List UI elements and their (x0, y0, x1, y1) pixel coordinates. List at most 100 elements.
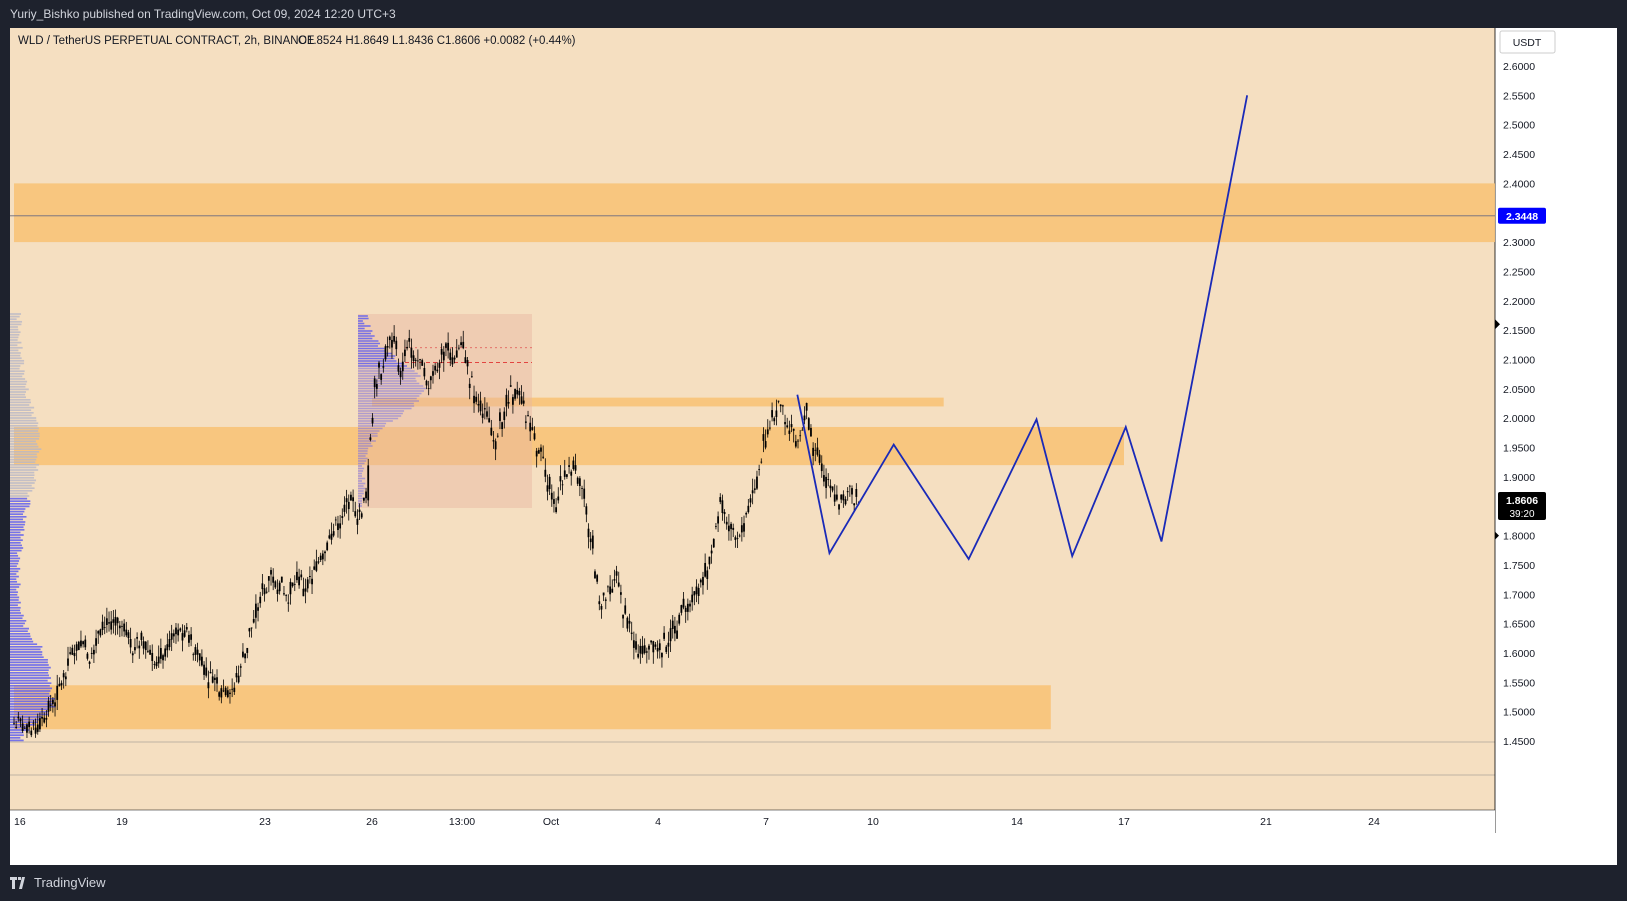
candle-body (724, 512, 726, 514)
candle-body (700, 580, 702, 583)
candle-body (305, 588, 307, 591)
candle-body (814, 450, 816, 451)
candle-body (590, 539, 592, 543)
candle-body (452, 357, 454, 364)
candle-body (283, 593, 285, 594)
candle-body (50, 705, 52, 706)
candle-body (620, 592, 622, 595)
candle-body (354, 511, 356, 516)
candle-body (508, 402, 510, 404)
candle-body (143, 641, 145, 648)
candle-body (493, 440, 495, 441)
candle-body (71, 648, 73, 655)
price-tick-label: 1.5500 (1503, 677, 1535, 689)
candle-body (17, 717, 19, 719)
price-tick-label: 2.4000 (1503, 178, 1535, 190)
candle-body (406, 347, 408, 348)
candle-body (52, 700, 54, 704)
candle-body (125, 630, 127, 636)
candle-body (400, 371, 402, 377)
candle-body (97, 631, 99, 633)
candle-body (389, 337, 391, 340)
candle-body (685, 608, 687, 612)
candle-body (516, 390, 518, 394)
candle-body (201, 657, 203, 666)
candle-body (298, 577, 300, 586)
candle-body (521, 396, 523, 403)
candle-body (497, 436, 499, 437)
candle-body (417, 361, 419, 362)
candle-body (581, 488, 583, 489)
candle-body (106, 618, 108, 625)
lower-pane-background (10, 778, 1495, 810)
candle-body (614, 579, 616, 581)
candle-body (67, 659, 69, 666)
candle-body (607, 586, 609, 587)
candle-body (428, 388, 430, 389)
candle-body (134, 647, 136, 650)
price-tick-label: 1.9000 (1503, 472, 1535, 484)
candle-body (596, 575, 598, 582)
price-tick-label: 2.5500 (1503, 90, 1535, 102)
candle-body (745, 513, 747, 514)
candle-body (806, 403, 808, 411)
candle-body (696, 587, 698, 595)
candle-body (618, 583, 620, 587)
candle-body (123, 624, 125, 632)
candle-body (341, 516, 343, 518)
candle-body (655, 644, 657, 646)
candle-body (562, 484, 564, 485)
candle-body (471, 376, 473, 377)
candle-body (631, 633, 633, 634)
candle-body (331, 534, 333, 540)
tradingview-logo[interactable]: TradingView (10, 875, 106, 890)
price-tick-label: 2.5000 (1503, 120, 1535, 132)
candle-body (164, 648, 166, 656)
candle-body (503, 412, 505, 420)
candle-body (419, 359, 421, 360)
candle-body (477, 404, 479, 405)
candle-body (462, 342, 464, 348)
candle-body (570, 472, 572, 476)
candle-body (24, 728, 26, 729)
candle-body (514, 389, 516, 399)
candle-body (771, 410, 773, 417)
candle-body (622, 615, 624, 619)
candle-body (853, 503, 855, 505)
candle-body (292, 583, 294, 587)
candle-body (557, 497, 559, 501)
candle-body (99, 629, 101, 635)
candle-body (834, 494, 836, 501)
candle-body (35, 728, 37, 734)
current-price-label: 1.8606 (1506, 495, 1538, 507)
candle-body (838, 504, 840, 509)
candle-body (281, 577, 283, 583)
candle-body (443, 352, 445, 361)
candle-body (648, 646, 650, 650)
candle-body (475, 397, 477, 402)
candle-body (56, 686, 58, 700)
candle-body (346, 498, 348, 502)
candle-body (698, 588, 700, 596)
countdown-label: 39:20 (1509, 509, 1534, 520)
candle-body (91, 653, 93, 654)
candle-body (510, 385, 512, 386)
price-chart[interactable]: 2.60002.55002.50002.45002.40002.35002.30… (10, 28, 1617, 865)
candle-body (141, 633, 143, 640)
time-tick-label: 16 (14, 816, 26, 828)
candle-body (48, 701, 50, 712)
legend-symbol: WLD / TetherUS PERPETUAL CONTRACT, 2h, B… (18, 35, 315, 47)
candle-body (579, 478, 581, 486)
candle-body (588, 529, 590, 538)
candle-body (810, 428, 812, 436)
candle-body (788, 431, 790, 434)
candle-body (350, 495, 352, 501)
candle-body (594, 571, 596, 578)
price-tick-label: 2.3000 (1503, 237, 1535, 249)
candle-body (737, 538, 739, 539)
candle-body (268, 576, 270, 581)
candle-body (808, 418, 810, 430)
candle-body (765, 441, 767, 447)
candle-body (717, 516, 719, 523)
candle-body (484, 408, 486, 409)
